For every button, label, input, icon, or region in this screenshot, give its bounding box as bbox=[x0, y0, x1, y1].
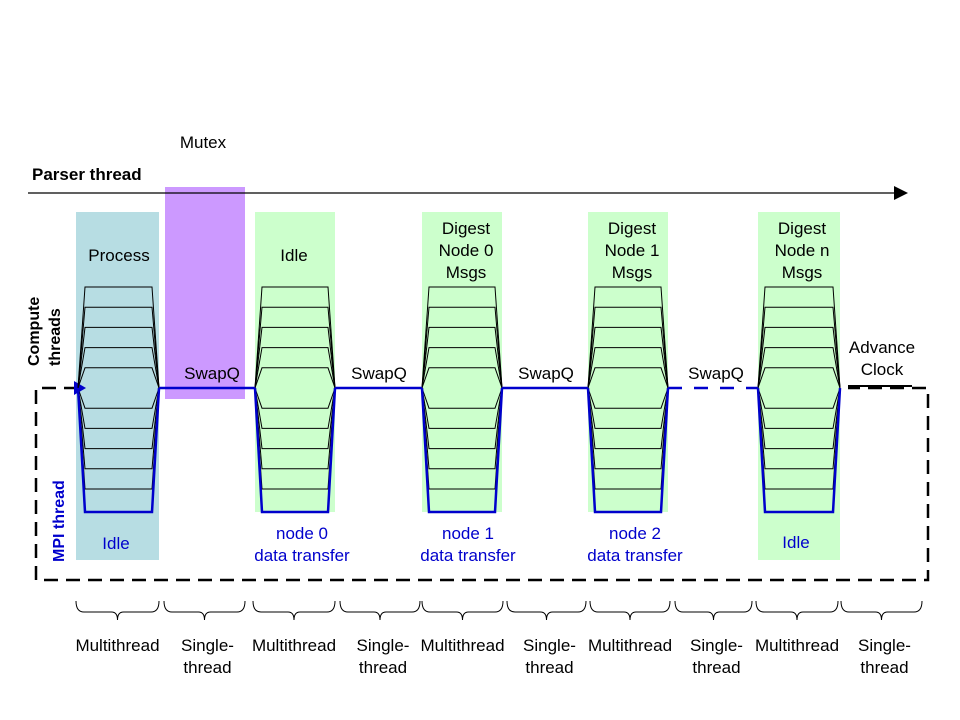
phase-4-top-label-0: Digest bbox=[778, 219, 826, 238]
footer-label-5-1: thread bbox=[525, 658, 573, 677]
swapq-label-1: SwapQ bbox=[351, 364, 407, 383]
phase-3-bottom-label-1: data transfer bbox=[587, 546, 683, 565]
phase-box-2 bbox=[422, 212, 502, 512]
phase-box-4 bbox=[758, 212, 840, 560]
phase-3-top-label-2: Msgs bbox=[612, 263, 653, 282]
phase-box-3 bbox=[588, 212, 668, 512]
footer-brace-3 bbox=[339, 600, 421, 621]
mpi-thread-label: MPI thread bbox=[51, 480, 68, 562]
phase-box-0 bbox=[76, 212, 159, 560]
phase-box-1 bbox=[255, 212, 335, 512]
compute-threads-label-line1: Compute bbox=[26, 297, 43, 366]
footer-label-2-0: Multithread bbox=[252, 636, 336, 655]
thread-bundle-2 bbox=[420, 286, 504, 514]
footer-brace-2 bbox=[252, 600, 336, 621]
thread-bundle-3 bbox=[586, 286, 670, 514]
phase-2-top-label-0: Digest bbox=[442, 219, 490, 238]
footer-brace-1 bbox=[163, 600, 246, 621]
phase-1-top-label-0: Idle bbox=[280, 246, 307, 265]
footer-braces bbox=[75, 600, 923, 621]
footer-label-7-1: thread bbox=[692, 658, 740, 677]
phase-0-top-label-0: Process bbox=[88, 246, 149, 265]
phase-3-top-label-1: Node 1 bbox=[605, 241, 660, 260]
advance-clock-label-line2: Clock bbox=[861, 360, 904, 379]
phase-2-bottom-label-0: node 1 bbox=[442, 524, 494, 543]
swapq-label-0: SwapQ bbox=[184, 364, 240, 383]
thread-bundle-1 bbox=[253, 286, 337, 514]
footer-texts: Multithread Single-thread Multithread Singl… bbox=[75, 636, 911, 677]
phase-0-bottom-label-0: Idle bbox=[102, 534, 129, 553]
footer-brace-8 bbox=[755, 600, 839, 621]
footer-label-8-0: Multithread bbox=[755, 636, 839, 655]
phase-2-top-label-1: Node 0 bbox=[439, 241, 494, 260]
mpi-thread-enclosure bbox=[34, 385, 930, 582]
compute-threads-label-line2: threads bbox=[47, 308, 64, 366]
phase-texts: Process Idle Idle node 0 data transfer Digest… bbox=[88, 219, 829, 565]
footer-label-7-0: Single- bbox=[690, 636, 743, 655]
footer-brace-7 bbox=[674, 600, 753, 621]
mutex-box bbox=[165, 187, 245, 399]
phase-3-top-label-0: Digest bbox=[608, 219, 656, 238]
thread-bundle-0 bbox=[76, 286, 161, 514]
footer-label-1-0: Single- bbox=[181, 636, 234, 655]
swapq-label-3: SwapQ bbox=[688, 364, 744, 383]
footer-label-6-0: Multithread bbox=[588, 636, 672, 655]
footer-label-9-1: thread bbox=[860, 658, 908, 677]
phase-2-bottom-label-1: data transfer bbox=[420, 546, 516, 565]
phase-2-top-label-2: Msgs bbox=[446, 263, 487, 282]
footer-label-0-0: Multithread bbox=[75, 636, 159, 655]
swapq-label-2: SwapQ bbox=[518, 364, 574, 383]
thread-bundles bbox=[76, 286, 842, 514]
phase-4-top-label-1: Node n bbox=[775, 241, 830, 260]
thread-bundle-4 bbox=[756, 286, 842, 514]
phase-1-bottom-label-1: data transfer bbox=[254, 546, 350, 565]
footer-label-5-0: Single- bbox=[523, 636, 576, 655]
phase-4-top-label-2: Msgs bbox=[782, 263, 823, 282]
footer-brace-6 bbox=[589, 600, 671, 621]
footer-label-3-1: thread bbox=[359, 658, 407, 677]
footer-label-4-0: Multithread bbox=[420, 636, 504, 655]
footer-brace-0 bbox=[75, 600, 160, 621]
footer-label-1-1: thread bbox=[183, 658, 231, 677]
phase-4-bottom-label-0: Idle bbox=[782, 533, 809, 552]
parser-thread-arrow bbox=[28, 186, 908, 200]
footer-brace-4 bbox=[421, 600, 504, 621]
phase-backgrounds bbox=[76, 187, 840, 560]
phase-3-bottom-label-0: node 2 bbox=[609, 524, 661, 543]
advance-clock-label-line1: Advance bbox=[849, 338, 915, 357]
footer-label-9-0: Single- bbox=[858, 636, 911, 655]
phase-1-bottom-label-0: node 0 bbox=[276, 524, 328, 543]
footer-brace-5 bbox=[506, 600, 587, 621]
footer-label-3-0: Single- bbox=[357, 636, 410, 655]
mutex-label: Mutex bbox=[180, 133, 227, 152]
swap-texts: SwapQ SwapQ SwapQ SwapQ bbox=[184, 364, 744, 383]
parser-thread-label: Parser thread bbox=[32, 165, 142, 184]
footer-brace-9 bbox=[840, 600, 923, 621]
